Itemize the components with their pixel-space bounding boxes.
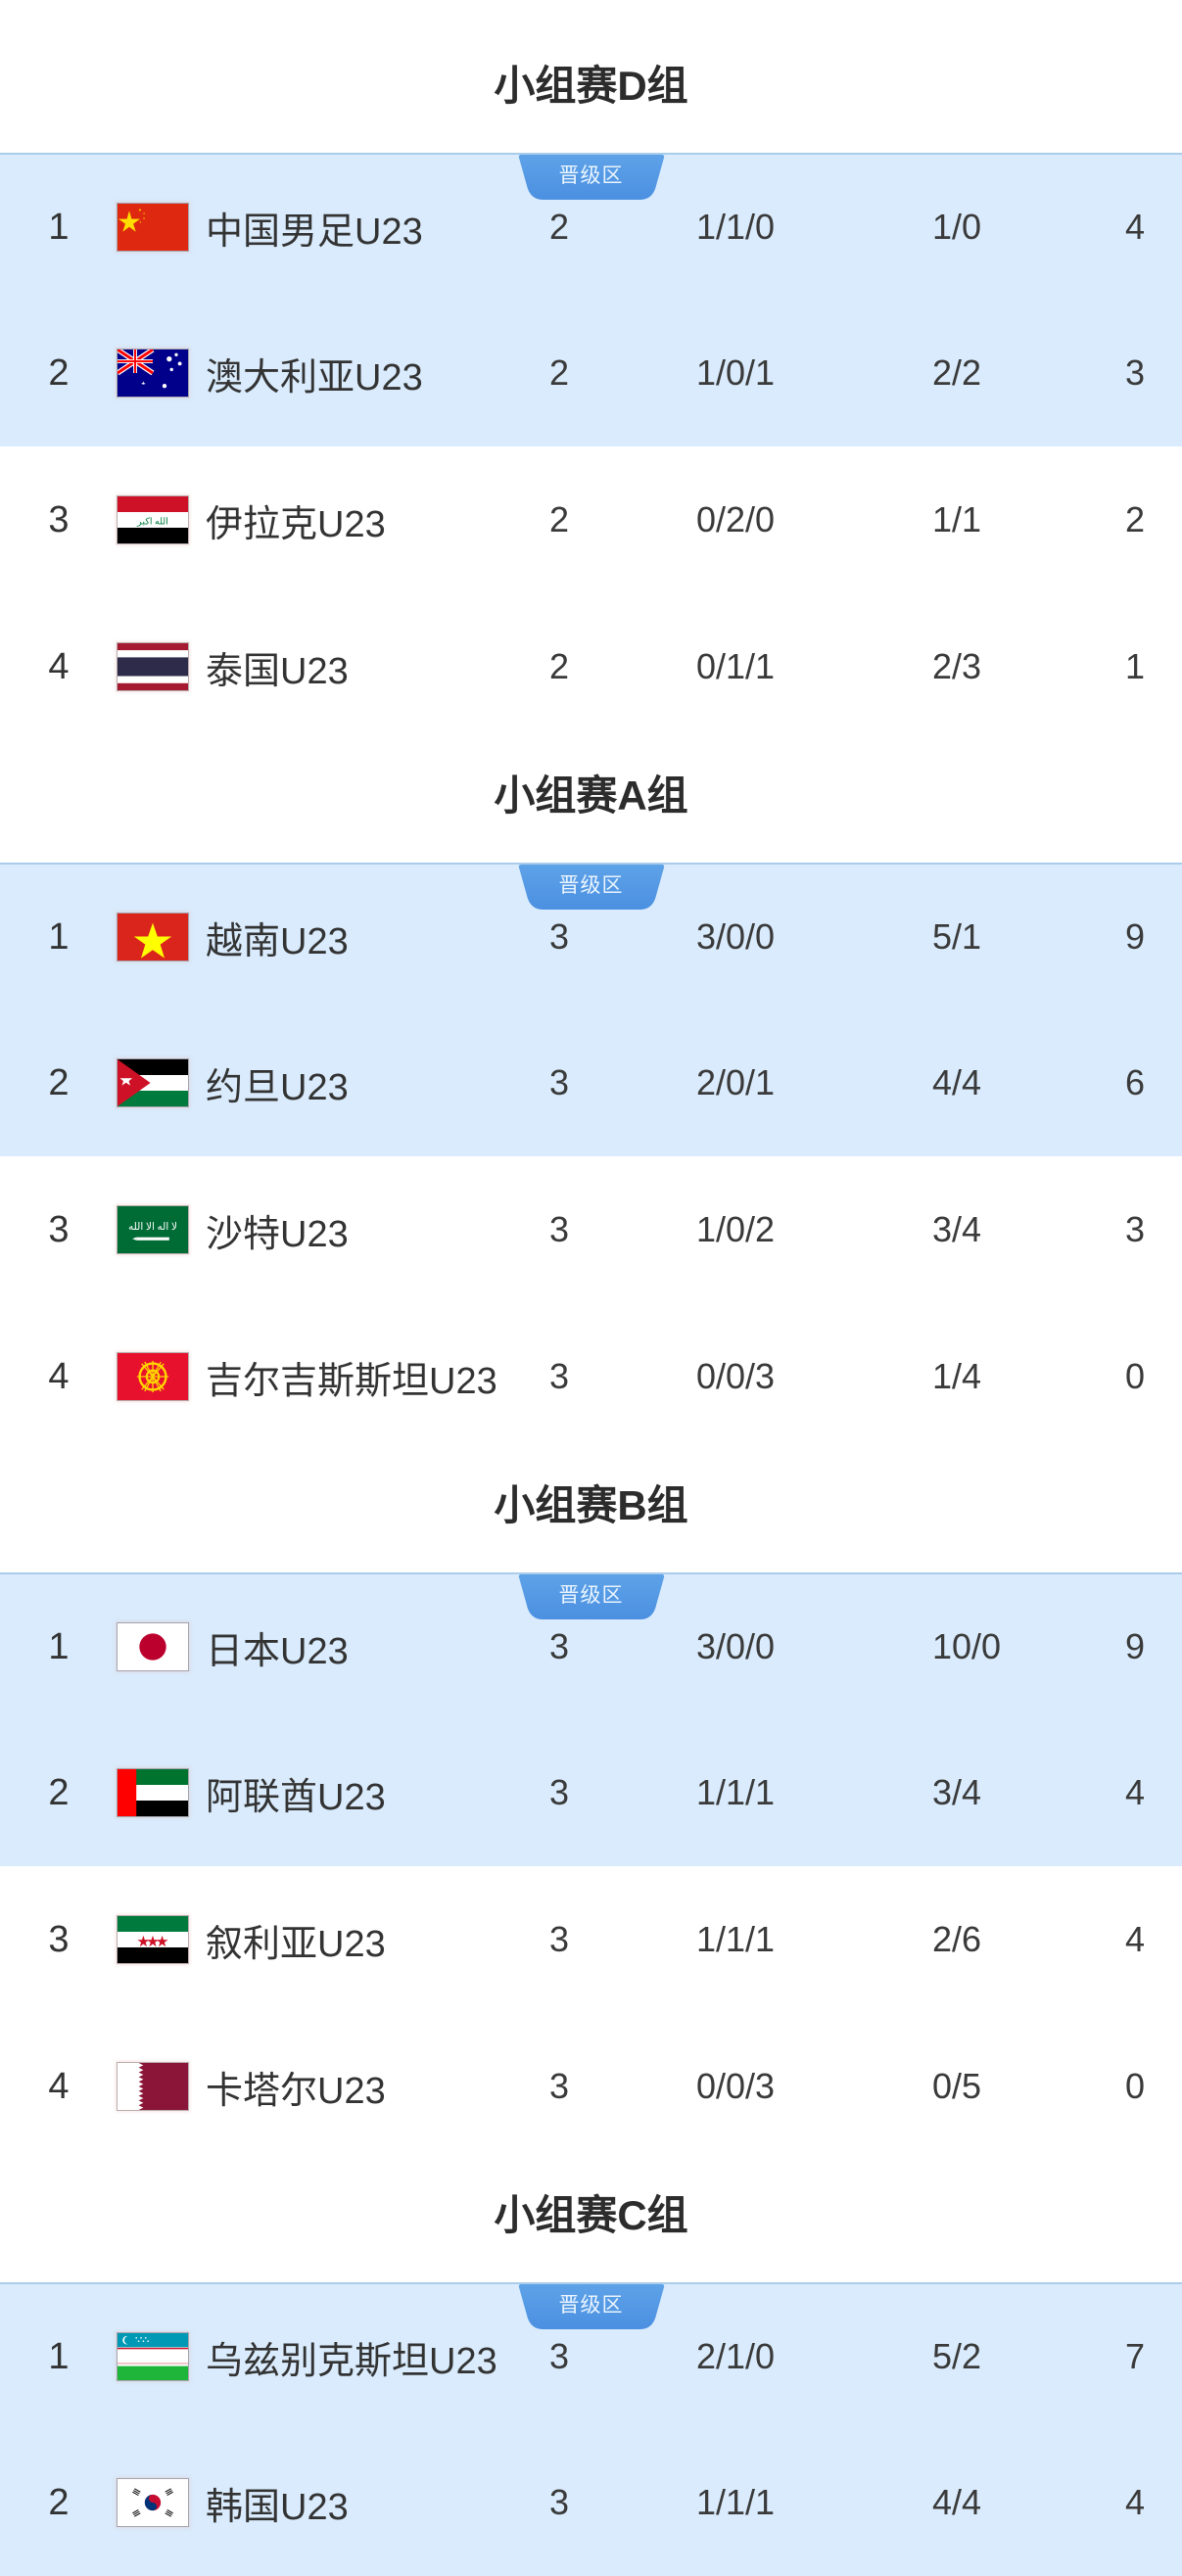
svg-text:لا اله الا الله: لا اله الا الله: [128, 1221, 177, 1233]
svg-text:الله اكبر: الله اكبر: [136, 516, 168, 527]
